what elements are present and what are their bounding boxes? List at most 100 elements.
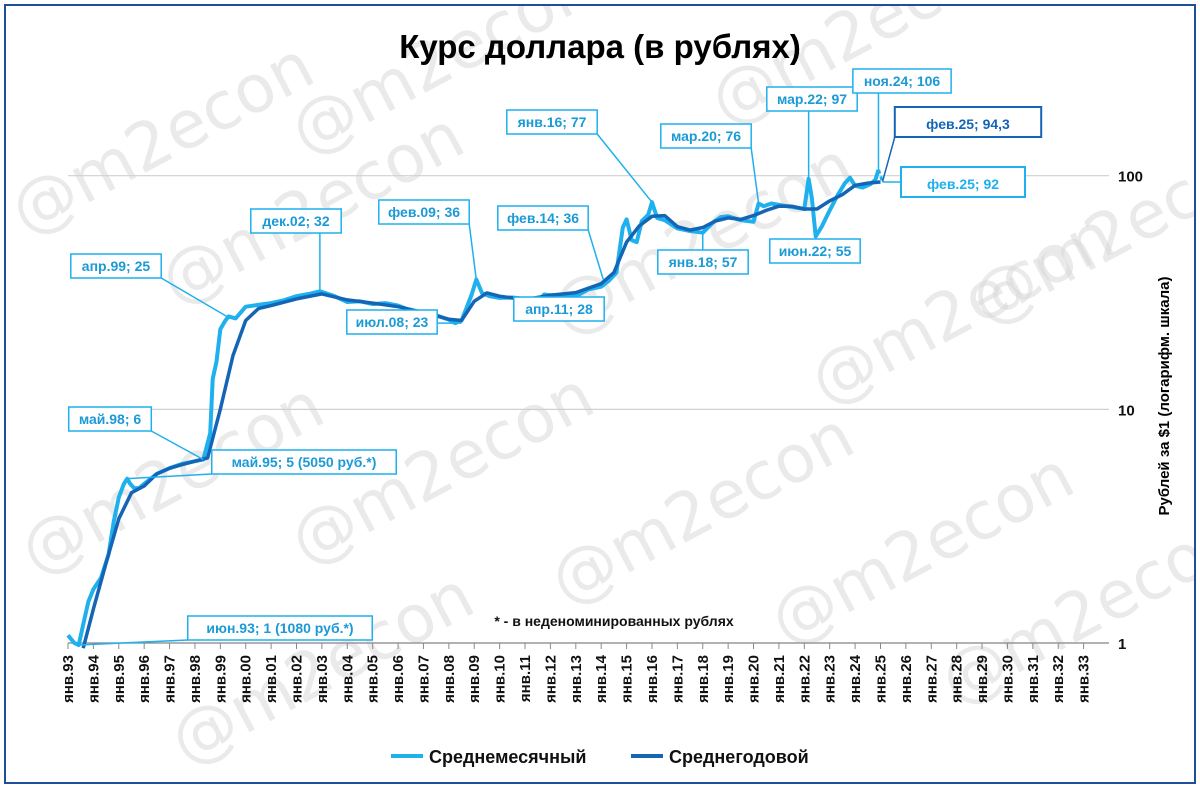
annotation-leader xyxy=(587,229,604,280)
annotation-box xyxy=(893,106,1043,138)
annotation-label: фев.25; 94,3 xyxy=(926,116,1010,132)
x-tick-label: янв.24 xyxy=(847,654,864,703)
x-tick-label: янв.19 xyxy=(720,655,737,703)
annotation: июн.93; 1 (1080 руб.*) xyxy=(78,615,373,646)
x-tick-label: янв.99 xyxy=(212,655,229,703)
x-tick-label: янв.23 xyxy=(822,655,839,703)
series-line-yearly xyxy=(81,180,881,649)
annotation-box xyxy=(187,615,373,641)
annotation-label: май.98; 6 xyxy=(79,411,142,427)
annotation: апр.11; 28 xyxy=(513,296,605,322)
x-tick-label: янв.12 xyxy=(542,655,559,703)
x-tick-label: янв.29 xyxy=(974,655,991,703)
footnote: * - в неденоминированных рублях xyxy=(494,613,734,629)
x-tick-label: янв.06 xyxy=(390,655,407,703)
annotation-box xyxy=(766,86,858,112)
annotation-box xyxy=(250,208,342,234)
x-tick-label: янв.96 xyxy=(136,655,153,703)
x-tick-label: янв.95 xyxy=(111,655,128,703)
annotation-box xyxy=(513,296,605,322)
annotation: апр.99; 25 xyxy=(70,253,228,318)
x-tick-label: янв.09 xyxy=(466,655,483,703)
x-tick-label: янв.97 xyxy=(162,655,179,703)
annotation: янв.18; 57 xyxy=(657,232,749,275)
annotation-box xyxy=(70,253,162,279)
annotation-box xyxy=(497,205,589,231)
x-tick-label: янв.11 xyxy=(517,655,534,702)
x-tick-label: янв.17 xyxy=(669,655,686,703)
annotation: июн.22; 55 xyxy=(769,236,861,264)
annotation-label: апр.11; 28 xyxy=(525,301,593,317)
annotation-leader xyxy=(127,473,212,480)
legend: Среднемесячный Среднегодовой xyxy=(391,747,809,767)
y-tick-label: 100 xyxy=(1118,169,1143,186)
legend-label: Среднегодовой xyxy=(669,747,809,767)
annotation: дек.02; 32 xyxy=(250,208,342,292)
annotation-label: июл.08; 23 xyxy=(356,314,429,330)
x-tick-label: янв.25 xyxy=(872,655,889,703)
annotation-box xyxy=(211,449,397,475)
chart-title: Курс доллара (в рублях) xyxy=(399,28,801,65)
x-tick-label: янв.20 xyxy=(746,655,763,703)
annotation-box xyxy=(769,238,861,264)
annotation-box xyxy=(852,68,952,94)
annotation-layer: июн.93; 1 (1080 руб.*) май.95; 5 (5050 ру… xyxy=(67,68,1043,646)
annotation-label: дек.02; 32 xyxy=(262,213,329,229)
annotation: май.98; 6 xyxy=(67,406,204,461)
x-tick-label: янв.93 xyxy=(60,655,77,703)
annotation-leader xyxy=(160,277,228,318)
annotation-leader xyxy=(750,147,760,204)
annotation-label: ноя.24; 106 xyxy=(864,73,941,89)
annotation: мар.20; 76 xyxy=(660,123,760,204)
annotation: июл.08; 23 xyxy=(346,309,462,335)
x-tick-label: янв.18 xyxy=(695,655,712,703)
x-tick-label: янв.00 xyxy=(238,655,255,703)
x-tick-label: янв.10 xyxy=(492,655,509,703)
annotation-box xyxy=(67,406,153,432)
x-tick-label: янв.28 xyxy=(949,655,966,703)
annotation-box xyxy=(506,109,598,135)
annotation: ноя.24; 106 xyxy=(852,68,952,170)
annotation-label: июн.22; 55 xyxy=(779,243,852,259)
x-tick-label: янв.04 xyxy=(339,654,356,703)
annotation-box xyxy=(378,199,470,225)
annotation: май.95; 5 (5050 руб.*) xyxy=(127,449,397,480)
annotation: фев.25; 94,3 xyxy=(881,106,1043,182)
annotation-leader xyxy=(78,639,188,646)
chart-frame: @m2econ @m2econ @m2econ @m2econ @m2econ @m2ec… xyxy=(4,4,1196,784)
x-tick-label: янв.05 xyxy=(365,655,382,703)
annotation-label: июн.93; 1 (1080 руб.*) xyxy=(206,620,353,636)
x-tick-label: янв.14 xyxy=(593,654,610,703)
legend-item: Среднемесячный xyxy=(391,747,586,767)
annotation-label: янв.16; 77 xyxy=(518,114,587,130)
x-tick-label: янв.22 xyxy=(796,655,813,703)
annotation: янв.16; 77 xyxy=(506,109,653,203)
x-tick-label: янв.13 xyxy=(568,655,585,703)
x-tick-label: янв.98 xyxy=(187,655,204,703)
annotation-label: фев.25; 92 xyxy=(927,176,999,192)
annotation: фев.09; 36 xyxy=(378,199,478,280)
x-tick-label: янв.15 xyxy=(619,655,636,703)
x-tick-label: янв.32 xyxy=(1050,655,1067,703)
annotation: фев.14; 36 xyxy=(497,205,604,280)
x-tick-label: янв.33 xyxy=(1076,655,1093,703)
y-axis-label: Рублей за $1 (логарифм. шкала) xyxy=(1156,277,1173,516)
x-tick-label: янв.02 xyxy=(289,655,306,703)
legend-item: Среднегодовой xyxy=(631,747,809,767)
y-tick-label: 10 xyxy=(1118,402,1135,419)
annotation-label: май.95; 5 (5050 руб.*) xyxy=(232,454,377,470)
series-layer xyxy=(66,169,884,649)
x-axis: янв.93 янв.94 янв.95 янв.96 янв.97 янв.98 янв.… xyxy=(60,642,1109,703)
x-tick-label: янв.94 xyxy=(85,654,102,703)
x-tick-label: янв.03 xyxy=(314,655,331,703)
annotation-label: фев.09; 36 xyxy=(388,204,460,220)
annotation-leader xyxy=(468,223,478,280)
annotation-box xyxy=(657,249,749,275)
annotation-leader xyxy=(596,133,653,203)
x-tick-label: янв.21 xyxy=(771,655,788,703)
annotation-label: фев.14; 36 xyxy=(507,210,579,226)
series-line-monthly-dashed xyxy=(877,169,884,183)
annotation-leader xyxy=(881,136,896,182)
x-tick-label: янв.30 xyxy=(999,655,1016,703)
annotation-leader xyxy=(150,430,204,461)
